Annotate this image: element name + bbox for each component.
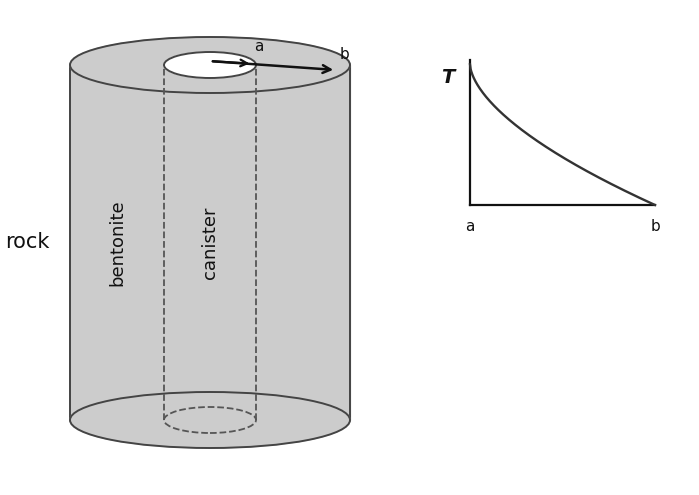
Text: T: T [441, 68, 454, 87]
Ellipse shape [164, 52, 256, 78]
Text: a: a [254, 39, 264, 53]
Ellipse shape [70, 392, 350, 448]
Text: a: a [466, 219, 475, 234]
Text: bentonite: bentonite [108, 199, 126, 286]
Ellipse shape [164, 407, 256, 433]
Text: canister: canister [201, 206, 219, 279]
Ellipse shape [70, 37, 350, 93]
Text: b: b [340, 47, 350, 62]
Polygon shape [70, 65, 350, 420]
Text: rock: rock [5, 233, 50, 252]
Text: b: b [650, 219, 660, 234]
